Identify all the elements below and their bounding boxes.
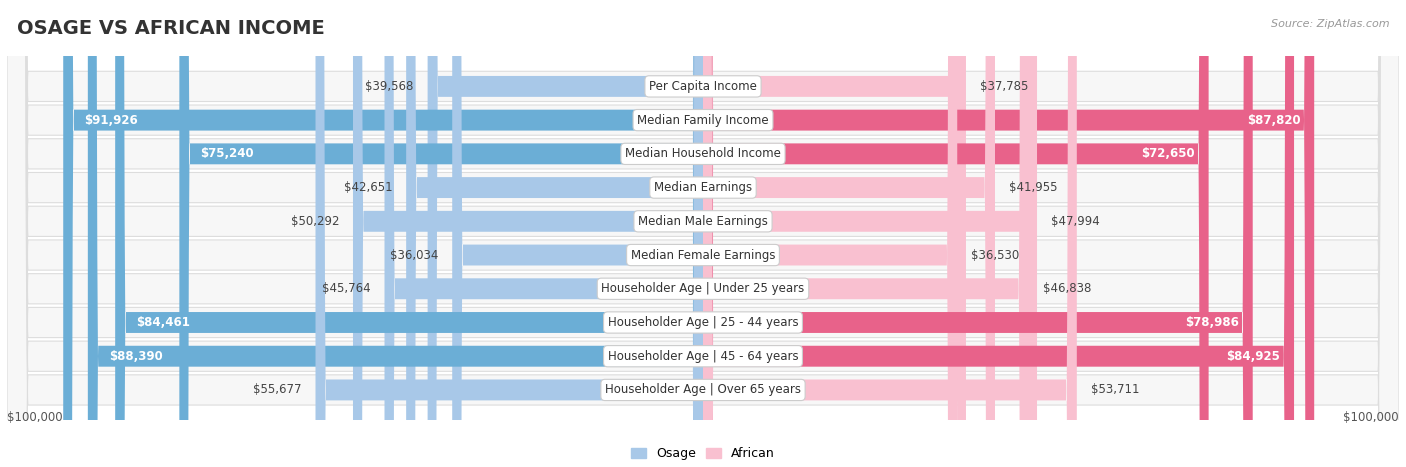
Text: Source: ZipAtlas.com: Source: ZipAtlas.com [1271, 19, 1389, 28]
FancyBboxPatch shape [703, 0, 966, 467]
FancyBboxPatch shape [7, 0, 1399, 467]
Text: $87,820: $87,820 [1247, 113, 1301, 127]
FancyBboxPatch shape [384, 0, 703, 467]
FancyBboxPatch shape [7, 0, 1399, 467]
Text: Householder Age | 25 - 44 years: Householder Age | 25 - 44 years [607, 316, 799, 329]
FancyBboxPatch shape [703, 0, 1315, 467]
Text: Per Capita Income: Per Capita Income [650, 80, 756, 93]
Text: Median Female Earnings: Median Female Earnings [631, 248, 775, 262]
Legend: Osage, African: Osage, African [626, 442, 780, 465]
Text: OSAGE VS AFRICAN INCOME: OSAGE VS AFRICAN INCOME [17, 19, 325, 38]
Text: Median Male Earnings: Median Male Earnings [638, 215, 768, 228]
Text: $39,568: $39,568 [366, 80, 413, 93]
FancyBboxPatch shape [115, 0, 703, 467]
FancyBboxPatch shape [703, 0, 1209, 467]
Text: $45,764: $45,764 [322, 282, 371, 295]
FancyBboxPatch shape [703, 0, 1294, 467]
Text: $84,925: $84,925 [1226, 350, 1279, 363]
FancyBboxPatch shape [7, 0, 1399, 467]
FancyBboxPatch shape [7, 0, 1399, 467]
FancyBboxPatch shape [703, 0, 1253, 467]
FancyBboxPatch shape [7, 0, 1399, 467]
FancyBboxPatch shape [315, 0, 703, 467]
FancyBboxPatch shape [7, 0, 1399, 467]
Text: $53,711: $53,711 [1091, 383, 1139, 396]
FancyBboxPatch shape [703, 0, 1077, 467]
Text: $41,955: $41,955 [1010, 181, 1057, 194]
Text: $78,986: $78,986 [1185, 316, 1239, 329]
Text: Householder Age | Under 25 years: Householder Age | Under 25 years [602, 282, 804, 295]
Text: $42,651: $42,651 [343, 181, 392, 194]
Text: Median Household Income: Median Household Income [626, 148, 780, 160]
Text: $37,785: $37,785 [980, 80, 1028, 93]
Text: $55,677: $55,677 [253, 383, 301, 396]
Text: Median Family Income: Median Family Income [637, 113, 769, 127]
FancyBboxPatch shape [180, 0, 703, 467]
Text: $50,292: $50,292 [291, 215, 339, 228]
Text: $47,994: $47,994 [1050, 215, 1099, 228]
FancyBboxPatch shape [7, 0, 1399, 467]
Text: $36,530: $36,530 [972, 248, 1019, 262]
FancyBboxPatch shape [427, 0, 703, 467]
Text: $84,461: $84,461 [136, 316, 190, 329]
Text: $75,240: $75,240 [200, 148, 254, 160]
Text: Median Earnings: Median Earnings [654, 181, 752, 194]
FancyBboxPatch shape [353, 0, 703, 467]
FancyBboxPatch shape [703, 0, 1038, 467]
Text: $100,000: $100,000 [1343, 411, 1399, 424]
FancyBboxPatch shape [453, 0, 703, 467]
FancyBboxPatch shape [703, 0, 957, 467]
FancyBboxPatch shape [7, 0, 1399, 467]
FancyBboxPatch shape [703, 0, 1029, 467]
FancyBboxPatch shape [406, 0, 703, 467]
FancyBboxPatch shape [63, 0, 703, 467]
Text: $46,838: $46,838 [1043, 282, 1091, 295]
Text: $36,034: $36,034 [389, 248, 439, 262]
Text: $72,650: $72,650 [1142, 148, 1195, 160]
Text: $88,390: $88,390 [108, 350, 163, 363]
FancyBboxPatch shape [7, 0, 1399, 467]
FancyBboxPatch shape [87, 0, 703, 467]
FancyBboxPatch shape [7, 0, 1399, 467]
Text: $91,926: $91,926 [84, 113, 138, 127]
FancyBboxPatch shape [703, 0, 995, 467]
Text: $100,000: $100,000 [7, 411, 63, 424]
Text: Householder Age | 45 - 64 years: Householder Age | 45 - 64 years [607, 350, 799, 363]
Text: Householder Age | Over 65 years: Householder Age | Over 65 years [605, 383, 801, 396]
